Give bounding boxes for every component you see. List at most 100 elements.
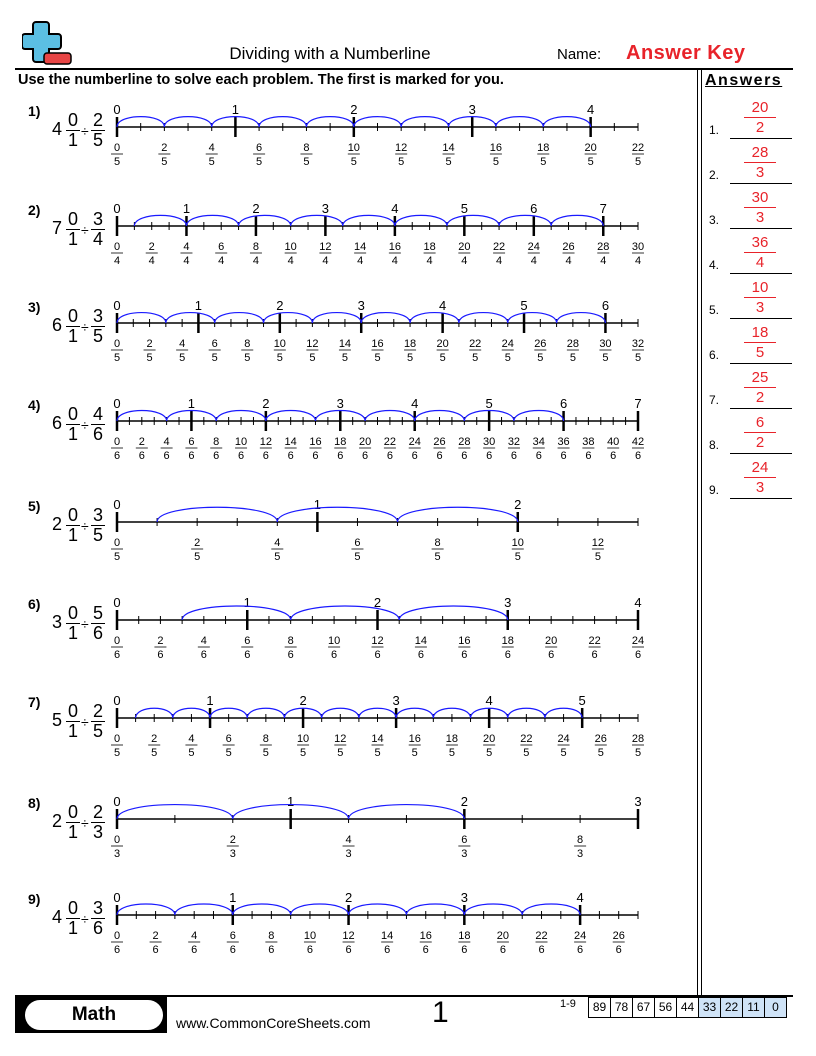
- svg-text:5: 5: [277, 352, 283, 364]
- svg-text:5: 5: [602, 352, 608, 364]
- jump-arc: [290, 605, 400, 621]
- svg-text:4: 4: [201, 635, 207, 647]
- svg-text:4: 4: [427, 255, 433, 267]
- svg-text:2: 2: [161, 142, 167, 154]
- answer-fraction: 28 3: [744, 144, 776, 181]
- svg-text:18: 18: [334, 436, 346, 448]
- svg-text:20: 20: [483, 733, 495, 745]
- svg-text:4: 4: [253, 255, 259, 267]
- answer-numerator: 10: [751, 279, 769, 296]
- svg-text:6: 6: [500, 944, 506, 956]
- svg-text:6: 6: [548, 649, 554, 661]
- svg-text:5: 5: [461, 201, 468, 216]
- answer-line[interactable]: [730, 498, 792, 499]
- answer-row: 3. 30 3: [706, 183, 792, 229]
- svg-text:10: 10: [235, 436, 247, 448]
- answer-line[interactable]: [730, 453, 792, 454]
- answer-line[interactable]: [730, 318, 792, 319]
- answer-number: 9.: [709, 483, 720, 497]
- instructions: Use the numberline to solve each problem…: [18, 72, 504, 88]
- svg-text:1: 1: [232, 102, 239, 117]
- svg-text:0: 0: [114, 241, 120, 253]
- answer-line[interactable]: [730, 363, 792, 364]
- jump-arc: [209, 707, 248, 719]
- svg-text:5: 5: [351, 156, 357, 168]
- svg-text:5: 5: [374, 747, 380, 759]
- svg-text:1: 1: [188, 396, 195, 411]
- svg-text:5: 5: [274, 551, 280, 563]
- answer-line[interactable]: [730, 408, 792, 409]
- svg-text:4: 4: [218, 255, 224, 267]
- svg-text:24: 24: [557, 733, 569, 745]
- svg-text:4: 4: [209, 142, 215, 154]
- score-table: 89 78 67 56 44 33 22 11 0: [588, 997, 787, 1018]
- svg-text:0: 0: [114, 142, 120, 154]
- answer-line[interactable]: [730, 273, 792, 274]
- svg-text:2: 2: [252, 201, 259, 216]
- svg-text:5: 5: [244, 352, 250, 364]
- svg-text:34: 34: [533, 436, 545, 448]
- answer-number: 6.: [709, 348, 720, 362]
- svg-text:3: 3: [322, 201, 329, 216]
- svg-text:4: 4: [439, 298, 446, 313]
- svg-text:36: 36: [557, 436, 569, 448]
- svg-text:14: 14: [371, 733, 383, 745]
- svg-text:12: 12: [306, 338, 318, 350]
- jump-arc: [321, 707, 360, 719]
- svg-text:3: 3: [461, 890, 468, 905]
- jump-arc: [495, 116, 544, 128]
- jump-arc: [521, 903, 581, 916]
- jump-arc: [156, 506, 278, 523]
- svg-text:5: 5: [561, 747, 567, 759]
- svg-text:5: 5: [209, 156, 215, 168]
- svg-text:6: 6: [218, 241, 224, 253]
- svg-text:3: 3: [469, 102, 476, 117]
- jump-arc: [498, 214, 552, 227]
- site-url[interactable]: www.CommonCoreSheets.com: [176, 1015, 371, 1031]
- svg-text:22: 22: [384, 436, 396, 448]
- divide-sign: ÷: [81, 222, 89, 238]
- svg-text:2: 2: [276, 298, 283, 313]
- jump-arc: [394, 214, 448, 227]
- jump-arc: [174, 903, 234, 916]
- svg-text:14: 14: [285, 436, 297, 448]
- divide-sign: ÷: [81, 911, 89, 927]
- answer-line[interactable]: [730, 228, 792, 229]
- svg-text:2: 2: [151, 733, 157, 745]
- score-cell: 78: [610, 998, 632, 1017]
- svg-text:4: 4: [531, 255, 537, 267]
- svg-text:5: 5: [398, 156, 404, 168]
- svg-text:8: 8: [263, 733, 269, 745]
- name-value: Answer Key: [626, 42, 746, 64]
- svg-text:16: 16: [458, 635, 470, 647]
- svg-text:16: 16: [409, 733, 421, 745]
- answer-number: 2.: [709, 168, 720, 182]
- jump-arc: [463, 410, 515, 422]
- jump-arc: [116, 804, 234, 820]
- jump-arc: [432, 707, 472, 719]
- svg-text:6: 6: [387, 450, 393, 462]
- svg-text:14: 14: [415, 635, 427, 647]
- svg-text:2: 2: [153, 930, 159, 942]
- svg-text:3: 3: [392, 693, 399, 708]
- svg-text:6: 6: [461, 944, 467, 956]
- svg-text:6: 6: [505, 649, 511, 661]
- answer-line[interactable]: [730, 138, 792, 139]
- jump-arc: [181, 605, 292, 621]
- svg-text:10: 10: [348, 142, 360, 154]
- jump-arc: [214, 312, 265, 324]
- answer-fraction: 20 2: [744, 99, 776, 136]
- jump-arc: [555, 312, 607, 324]
- svg-text:12: 12: [592, 537, 604, 549]
- svg-text:2: 2: [149, 241, 155, 253]
- svg-text:12: 12: [395, 142, 407, 154]
- svg-text:12: 12: [342, 930, 354, 942]
- svg-text:18: 18: [404, 338, 416, 350]
- svg-text:4: 4: [188, 733, 194, 745]
- answer-number: 7.: [709, 393, 720, 407]
- svg-text:12: 12: [334, 733, 346, 745]
- svg-text:5: 5: [595, 551, 601, 563]
- jump-arc: [265, 410, 317, 422]
- answer-line[interactable]: [730, 183, 792, 184]
- svg-text:1: 1: [229, 890, 236, 905]
